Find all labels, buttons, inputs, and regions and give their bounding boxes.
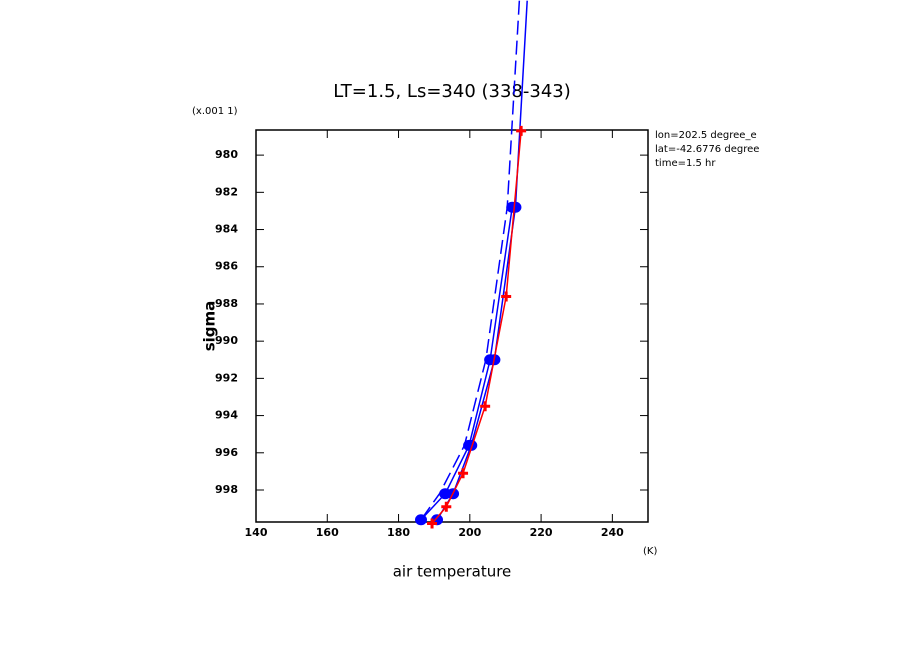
x-axis-label: air temperature [393, 563, 512, 581]
profile-line [420, 0, 521, 521]
x-tick-label: 240 [601, 526, 624, 539]
y-tick-label: 994 [215, 409, 238, 422]
x-tick-label: 200 [458, 526, 481, 539]
marker [465, 439, 478, 451]
marker [441, 501, 452, 512]
y-tick-label: 992 [215, 371, 238, 384]
x-tick-label: 180 [387, 526, 410, 539]
marker [501, 291, 512, 302]
marker [427, 518, 438, 529]
marker [516, 125, 527, 136]
profile-line [436, 0, 528, 521]
annotation: time=1.5 hr [655, 158, 716, 169]
x-unit: (K) [643, 546, 657, 557]
y-axis-label: sigma [201, 301, 219, 352]
y-tick-label: 984 [215, 223, 238, 236]
y-tick-label: 990 [215, 334, 238, 347]
plot-frame [255, 129, 649, 523]
y-tick-label: 980 [215, 148, 238, 161]
marker [480, 401, 491, 412]
x-tick-label: 220 [530, 526, 553, 539]
marker [414, 514, 427, 526]
y-tick-label: 988 [215, 297, 238, 310]
y-tick-label: 998 [215, 483, 238, 496]
annotation: lat=-42.6776 degree [655, 144, 759, 155]
chart-title: LT=1.5, Ls=340 (338-343) [333, 81, 571, 102]
x-tick-label: 160 [316, 526, 339, 539]
x-tick-label: 140 [245, 526, 268, 539]
marker [458, 468, 469, 479]
annotation: lon=202.5 degree_e [655, 130, 757, 141]
profile-line [431, 130, 522, 524]
y-tick-label: 996 [215, 446, 238, 459]
y-tick-label: 982 [215, 185, 238, 198]
marker [509, 201, 522, 213]
y-unit: (x.001 1) [192, 106, 238, 117]
y-tick-label: 986 [215, 260, 238, 273]
